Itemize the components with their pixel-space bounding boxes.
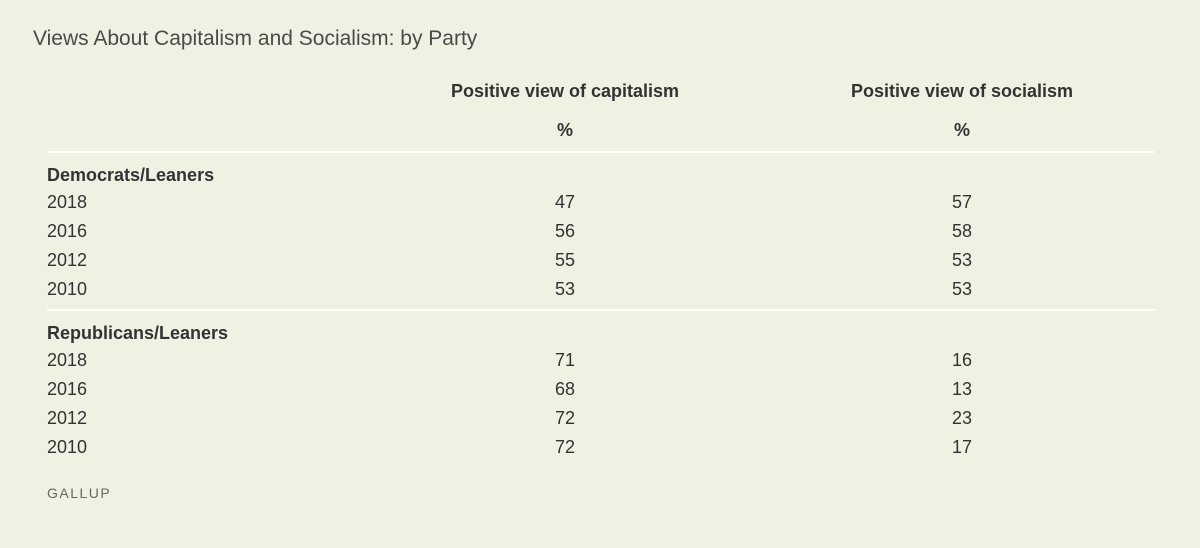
socialism-value-cell: 57 [951,192,973,212]
year-cell: 2010 [47,437,88,457]
year-cell: 2010 [47,279,88,299]
socialism-value-cell: 53 [951,250,973,270]
capitalism-value-cell: 72 [554,408,576,428]
chart-title: Views About Capitalism and Socialism: by… [33,27,478,50]
header-row: Positive view of capitalism Positive vie… [47,73,1154,109]
unit-row: % % [47,109,1154,152]
capitalism-value-cell: 55 [554,250,576,270]
table-row: 2016 56 58 [47,217,1154,246]
year-cell: 2012 [47,408,88,428]
socialism-value-cell: 17 [951,437,973,457]
table-row: 2016 68 13 [47,375,1154,404]
column-header-socialism: Positive view of socialism [850,80,1074,101]
unit-label-capitalism: % [556,119,573,140]
table-row: 2010 72 17 [47,433,1154,462]
capitalism-value-cell: 47 [554,192,576,212]
unit-label-socialism: % [953,119,970,140]
capitalism-value-cell: 68 [554,379,576,399]
header-blank [47,73,360,109]
socialism-value-cell: 53 [951,279,973,299]
table-row: 2012 55 53 [47,246,1154,275]
table-row: 2012 72 23 [47,404,1154,433]
table-body: Democrats/Leaners 2018 47 57 2016 56 58 2012 55 5… [47,152,1154,462]
source-label: GALLUP [47,485,112,501]
year-cell: 2016 [47,221,88,241]
year-cell: 2018 [47,350,88,370]
group-separator [47,304,1154,311]
socialism-value-cell: 13 [951,379,973,399]
capitalism-value-cell: 71 [554,350,576,370]
capitalism-value-cell: 72 [554,437,576,457]
capitalism-value-cell: 53 [554,279,576,299]
socialism-value-cell: 16 [951,350,973,370]
table-row: 2010 53 53 [47,275,1154,304]
year-cell: 2012 [47,250,88,270]
group-row: Republicans/Leaners [47,310,1154,346]
capitalism-value-cell: 56 [554,221,576,241]
table-row: 2018 47 57 [47,188,1154,217]
year-cell: 2016 [47,379,88,399]
year-cell: 2018 [47,192,88,212]
group-label: Republicans/Leaners [47,323,229,343]
group-row: Democrats/Leaners [47,152,1154,188]
group-label: Democrats/Leaners [47,165,215,185]
socialism-value-cell: 58 [951,221,973,241]
unit-blank [47,109,360,152]
column-header-capitalism: Positive view of capitalism [450,80,680,101]
separator-rule [47,304,1154,311]
table-row: 2018 71 16 [47,346,1154,375]
socialism-value-cell: 23 [951,408,973,428]
data-table: Positive view of capitalism Positive vie… [47,73,1154,462]
